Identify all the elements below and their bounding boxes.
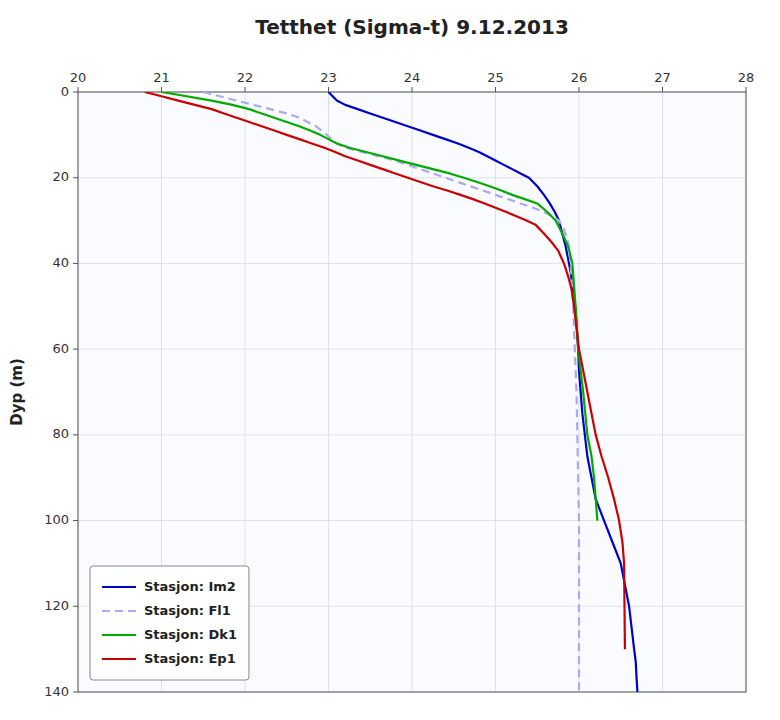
tick-x xyxy=(245,87,246,92)
tick-label-x: 27 xyxy=(654,70,671,85)
grid-line-x xyxy=(579,92,580,692)
tick-y xyxy=(73,177,78,178)
axes: 202122232425262728020406080100120140 xyxy=(44,70,754,699)
tick-x xyxy=(328,87,329,92)
tick-label-y: 120 xyxy=(44,598,69,613)
series-line xyxy=(162,92,598,521)
tick-label-x: 21 xyxy=(153,70,170,85)
tick-x xyxy=(161,87,162,92)
grid-line-x xyxy=(495,92,496,692)
grid-line-x xyxy=(328,92,329,692)
tick-label-x: 20 xyxy=(70,70,87,85)
tick-x xyxy=(495,87,496,92)
legend-box xyxy=(90,566,249,680)
tick-x xyxy=(412,87,413,92)
chart-title: Tetthet (Sigma-t) 9.12.2013 xyxy=(255,15,569,39)
grid-line-x xyxy=(662,92,663,692)
tick-label-y: 40 xyxy=(52,255,69,270)
tick-label-x: 28 xyxy=(738,70,755,85)
grid-line-y xyxy=(78,263,746,264)
tick-label-y: 100 xyxy=(44,512,69,527)
tick-y xyxy=(73,263,78,264)
grid-line-x xyxy=(412,92,413,692)
tick-label-x: 24 xyxy=(404,70,421,85)
tick-y xyxy=(73,692,78,693)
tick-label-y: 80 xyxy=(52,426,69,441)
series-line xyxy=(329,92,638,692)
tick-x xyxy=(579,87,580,92)
tick-label-y: 20 xyxy=(52,169,69,184)
legend-swatch xyxy=(102,610,136,612)
series-group xyxy=(145,92,638,692)
chart: 202122232425262728020406080100120140Tett… xyxy=(0,0,780,720)
tick-label-y: 60 xyxy=(52,341,69,356)
chart-container: 202122232425262728020406080100120140Tett… xyxy=(0,0,780,720)
tick-y xyxy=(73,520,78,521)
tick-label-x: 26 xyxy=(571,70,588,85)
tick-label-x: 22 xyxy=(237,70,254,85)
legend-label: Stasjon: Ep1 xyxy=(144,651,236,666)
tick-x xyxy=(662,87,663,92)
tick-y xyxy=(73,434,78,435)
grid-line-y xyxy=(78,434,746,435)
y-axis-label: Dyp (m) xyxy=(8,358,26,426)
tick-label-x: 25 xyxy=(487,70,504,85)
legend-swatch xyxy=(102,586,136,588)
tick-x xyxy=(78,87,79,92)
series-line xyxy=(203,92,579,692)
legend-label: Stasjon: Im2 xyxy=(144,579,236,594)
tick-label-y: 140 xyxy=(44,684,69,699)
tick-x xyxy=(746,87,747,92)
grid xyxy=(78,92,746,692)
tick-y xyxy=(73,606,78,607)
legend-swatch xyxy=(102,634,136,636)
grid-line-y xyxy=(78,520,746,521)
legend-swatch xyxy=(102,658,136,660)
tick-y xyxy=(73,349,78,350)
tick-y xyxy=(73,92,78,93)
tick-label-y: 0 xyxy=(61,84,69,99)
plot-background xyxy=(78,92,746,692)
plot-frame xyxy=(78,92,746,692)
tick-label-x: 23 xyxy=(320,70,337,85)
legend-label: Stasjon: Fl1 xyxy=(144,603,231,618)
grid-line-y xyxy=(78,349,746,350)
legend: Stasjon: Im2 Stasjon: Fl1 Stasjon: Dk1 Stas… xyxy=(90,566,249,680)
legend-label: Stasjon: Dk1 xyxy=(144,627,237,642)
